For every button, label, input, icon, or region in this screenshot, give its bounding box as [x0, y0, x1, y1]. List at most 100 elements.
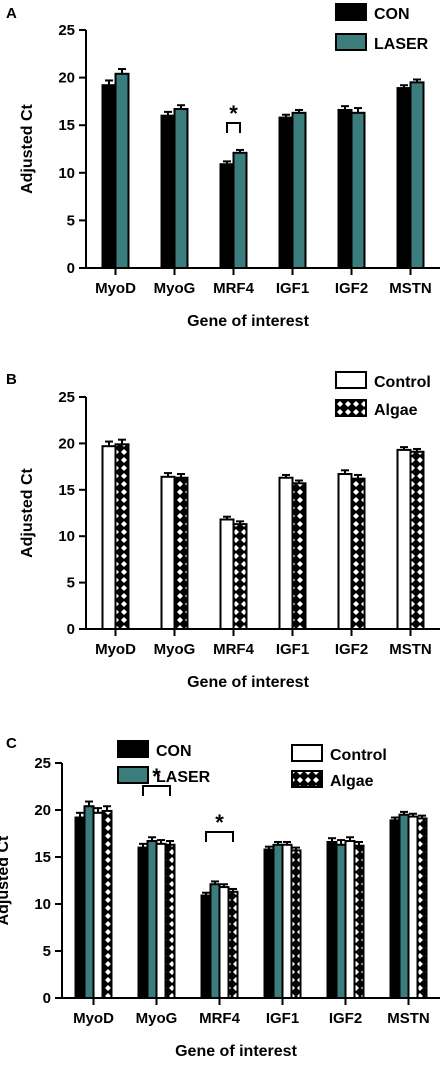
- bar-laser-igf1: [291, 111, 307, 269]
- bar-laser-myod: [83, 805, 95, 999]
- bar-laser-myod: [114, 72, 130, 269]
- legend-swatch-laser: [117, 766, 149, 784]
- x-tick-label: IGF1: [276, 280, 309, 297]
- bar-con-mstn: [389, 819, 401, 1000]
- bar-con-igf1: [263, 848, 275, 999]
- bar-control-igf1: [278, 476, 294, 630]
- x-tick-label: IGF2: [329, 1010, 362, 1027]
- y-tick-label: 5: [43, 943, 51, 960]
- bar-algae-igf1: [290, 849, 302, 999]
- legend-swatch-con: [117, 740, 149, 758]
- y-tick-label: 20: [58, 435, 75, 452]
- y-axis-title: Adjusted Ct: [0, 835, 12, 925]
- bar-laser-mstn: [409, 81, 425, 269]
- bar-control-myog: [160, 475, 176, 631]
- bar-algae-myod: [114, 443, 130, 630]
- y-tick-label: 5: [67, 575, 75, 592]
- bar-control-myod: [92, 811, 104, 999]
- bar-control-mrf4: [219, 518, 235, 630]
- legend-swatch-control: [291, 744, 323, 762]
- legend-swatch-algae: [291, 770, 323, 788]
- x-tick-label: MyoD: [95, 641, 136, 658]
- bar-con-myod: [101, 84, 117, 269]
- bar-con-myod: [74, 816, 86, 1000]
- bar-con-igf2: [337, 108, 353, 269]
- y-tick-label: 0: [67, 260, 75, 277]
- x-tick-label: MyoD: [73, 1010, 114, 1027]
- bar-con-mstn: [396, 87, 412, 269]
- bar-con-igf1: [278, 116, 294, 269]
- bar-algae-myod: [101, 809, 113, 999]
- x-tick-label: MSTN: [387, 1010, 430, 1027]
- y-tick-label: 10: [58, 165, 75, 182]
- bar-laser-igf2: [350, 111, 366, 269]
- y-tick-label: 25: [58, 22, 75, 39]
- bar-control-mrf4: [218, 886, 230, 1000]
- y-tick-label: 5: [67, 212, 75, 229]
- x-tick-label: IGF1: [276, 641, 309, 658]
- chart-panel-b: B 0 5 10 15 20 25 Adjusted Ct MyoD MyoG MRF4 IGF1 IG…: [6, 371, 440, 691]
- y-tick-label: 25: [34, 755, 51, 772]
- bar-laser-mstn: [398, 813, 410, 1000]
- x-tick-label: IGF1: [266, 1010, 299, 1027]
- bar-algae-myog: [173, 476, 189, 630]
- y-tick-label: 15: [58, 482, 75, 499]
- bar-con-myog: [137, 846, 149, 999]
- bar-laser-igf1: [272, 843, 284, 1000]
- bar-laser-mrf4: [232, 151, 248, 269]
- y-tick-label: 15: [58, 117, 75, 134]
- x-axis-title: Gene of interest: [175, 1043, 297, 1060]
- bar-algae-mrf4: [227, 890, 239, 1000]
- significance-bracket: [205, 831, 234, 842]
- x-tick-label: MRF4: [213, 641, 254, 658]
- legend-swatch-laser: [335, 33, 367, 51]
- bar-algae-mstn: [416, 817, 428, 1000]
- x-tick-label: MSTN: [389, 280, 432, 297]
- significance-bracket: [226, 122, 241, 133]
- y-axis-title: Adjusted Ct: [19, 467, 36, 557]
- bar-control-igf1: [281, 843, 293, 1000]
- bar-control-mstn: [396, 448, 412, 630]
- x-tick-label: MRF4: [199, 1010, 240, 1027]
- bar-algae-myog: [164, 843, 176, 1000]
- bar-con-igf2: [326, 840, 338, 1000]
- x-tick-label: MyoG: [154, 280, 196, 297]
- bar-algae-mstn: [409, 450, 425, 631]
- x-axis-title: Gene of interest: [187, 313, 309, 330]
- chart-panel-a: A 0 5 10 15 20 25 Adjusted Ct MyoD MyoG MRF4 IGF1 IG…: [6, 3, 440, 330]
- y-tick-label: 20: [58, 70, 75, 87]
- legend-label-laser: LASER: [156, 769, 211, 786]
- legend-label-laser: LASER: [374, 36, 429, 53]
- x-axis-title: Gene of interest: [187, 674, 309, 691]
- x-tick-label: MSTN: [389, 641, 432, 658]
- bar-laser-igf2: [335, 843, 347, 1000]
- y-tick-label: 15: [34, 849, 51, 866]
- bar-algae-igf2: [350, 477, 366, 630]
- legend-label-con: CON: [156, 743, 192, 760]
- bar-control-myod: [101, 445, 117, 630]
- bar-laser-myog: [146, 840, 158, 1000]
- panel-letter: A: [6, 5, 17, 22]
- legend-swatch-con: [335, 3, 367, 21]
- bar-control-myog: [155, 842, 167, 1000]
- y-tick-label: 10: [58, 528, 75, 545]
- bar-control-igf2: [344, 840, 356, 1000]
- bar-control-igf2: [337, 473, 353, 630]
- bar-con-myog: [160, 114, 176, 270]
- significance-star: *: [215, 810, 224, 835]
- legend-label-algae: Algae: [374, 402, 418, 419]
- bar-algae-igf2: [353, 844, 365, 999]
- significance-star: *: [152, 764, 161, 789]
- legend-label-con: CON: [374, 6, 410, 23]
- y-axis-title: Adjusted Ct: [19, 103, 36, 193]
- y-tick-label: 25: [58, 389, 75, 406]
- y-tick-label: 20: [34, 802, 51, 819]
- x-tick-label: IGF2: [335, 280, 368, 297]
- x-tick-label: MyoG: [154, 641, 196, 658]
- y-tick-label: 0: [67, 621, 75, 638]
- y-tick-label: 0: [43, 990, 51, 1007]
- panel-letter: B: [6, 371, 17, 388]
- x-tick-label: MyoD: [95, 280, 136, 297]
- panel-letter: C: [6, 735, 17, 752]
